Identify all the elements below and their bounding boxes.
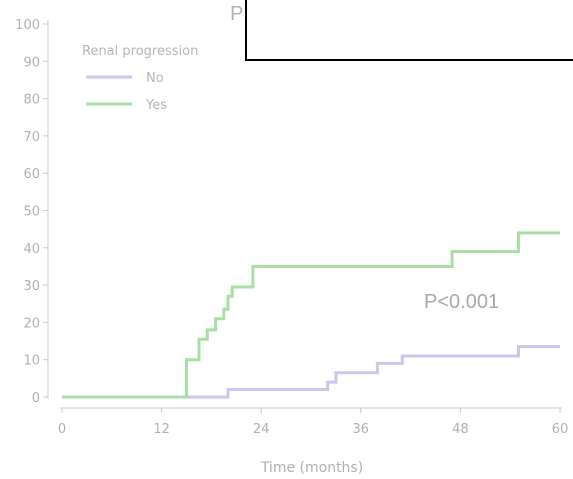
y-axis-ticks: 0 10 20 30 40 50 60 70 80 90 100 — [15, 18, 48, 406]
y-tick-label: 10 — [23, 354, 40, 369]
y-tick-label: 90 — [23, 55, 40, 70]
x-tick-label: 24 — [253, 422, 270, 437]
series-line-yes — [62, 231, 560, 399]
y-tick-label: 70 — [23, 130, 40, 145]
legend-label-no: No — [146, 71, 164, 86]
x-tick-label: 12 — [153, 422, 170, 437]
y-tick-label: 50 — [23, 205, 40, 220]
series-line-no — [62, 345, 560, 399]
y-tick-label: 30 — [23, 279, 40, 294]
y-tick-label: 20 — [23, 316, 40, 331]
overlay-box — [245, 0, 573, 61]
x-tick-label: 0 — [58, 422, 66, 437]
legend: Renal progression No Yes — [82, 44, 198, 113]
x-tick-label: 48 — [452, 422, 469, 437]
partial-title-letter: P — [230, 3, 243, 25]
y-tick-label: 60 — [23, 167, 40, 182]
axes — [47, 20, 562, 409]
series-layer — [62, 231, 560, 399]
x-axis-ticks: 0 12 24 36 48 60 — [58, 408, 568, 437]
x-tick-label: 60 — [552, 422, 569, 437]
p-value-annotation: P<0.001 — [424, 291, 499, 313]
y-tick-label: 40 — [23, 242, 40, 257]
x-tick-label: 36 — [353, 422, 370, 437]
x-axis-title: Time (months) — [260, 460, 363, 476]
y-tick-label: 0 — [32, 391, 40, 406]
y-tick-label: 80 — [23, 93, 40, 108]
legend-label-yes: Yes — [145, 98, 167, 113]
y-tick-label: 100 — [15, 18, 40, 33]
legend-title: Renal progression — [82, 44, 198, 59]
